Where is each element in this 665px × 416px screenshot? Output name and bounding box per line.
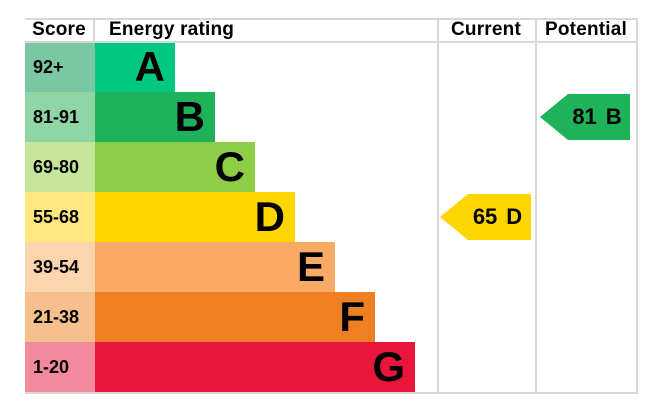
band-letter-d: D	[254, 193, 285, 240]
score-range-c: 69-80	[25, 142, 95, 192]
score-range-d: 55-68	[25, 192, 95, 242]
rating-bar-a: A	[95, 42, 175, 92]
potential-column-left-border	[535, 18, 537, 394]
score-column-header: Score	[32, 19, 86, 40]
score-range-g: 1-20	[25, 342, 95, 392]
score-range-b: 81-91	[25, 92, 95, 142]
score-range-a: 92+	[25, 42, 95, 92]
band-letter-c: C	[214, 143, 245, 190]
score-range-f: 21-38	[25, 292, 95, 342]
band-letter-e: E	[296, 243, 325, 290]
potential-column-header: Potential	[544, 19, 628, 40]
score-range-e: 39-54	[25, 242, 95, 292]
rating-bar-f: F	[95, 292, 375, 342]
rating-bar-d: D	[95, 192, 295, 242]
table-bottom-border	[25, 392, 638, 394]
table-top-border	[25, 18, 638, 20]
table-right-border	[636, 18, 638, 394]
potential-rating-band: B	[605, 104, 622, 129]
rating-bar-g: G	[95, 342, 415, 392]
potential-rating-value: 81	[572, 104, 597, 129]
rating-bar-c: C	[95, 142, 255, 192]
rating-bar-e: E	[95, 242, 335, 292]
energy-rating-column-header: Energy rating	[109, 19, 235, 40]
current-column-header: Current	[450, 19, 521, 40]
potential-rating-arrow: 81 B	[540, 94, 630, 140]
band-letter-f: F	[339, 293, 365, 340]
band-letter-b: B	[174, 93, 205, 140]
score-header-divider	[93, 18, 95, 43]
band-letter-g: G	[372, 343, 405, 390]
band-letter-a: A	[134, 43, 165, 90]
current-rating-value: 65	[472, 204, 498, 229]
rating-bar-b: B	[95, 92, 215, 142]
current-rating-band: D	[506, 204, 523, 229]
current-rating-arrow: 65 D	[440, 194, 531, 240]
header-bottom-border	[25, 41, 638, 43]
current-column-left-border	[437, 18, 439, 394]
